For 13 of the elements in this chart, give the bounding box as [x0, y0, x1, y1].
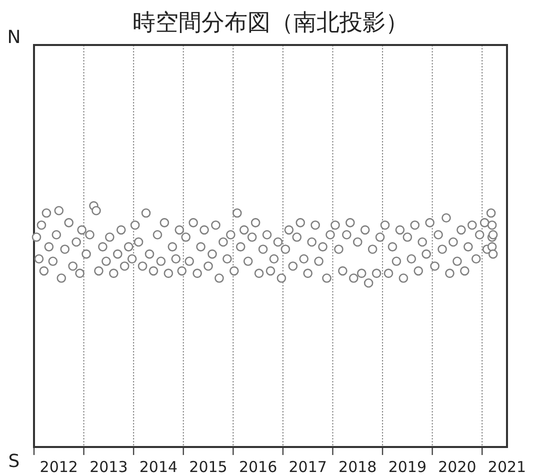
- x-tick-label: 2020: [438, 458, 476, 476]
- x-tick-label: 2021: [488, 458, 526, 476]
- x-tick-label: 2014: [139, 458, 178, 476]
- x-tick-label: 2018: [338, 458, 377, 476]
- x-tick-label: 2017: [288, 458, 327, 476]
- text: N: [7, 27, 21, 48]
- x-tick-label: 2012: [40, 458, 78, 476]
- x-tick-label: 2015: [189, 458, 228, 476]
- x-tick-label: 2019: [388, 458, 427, 476]
- chart-title: 時空間分布図（南北投影）: [132, 10, 408, 36]
- x-tick-label: 2013: [90, 458, 128, 476]
- x-tick-label: 2016: [238, 458, 278, 476]
- text: S: [8, 451, 20, 472]
